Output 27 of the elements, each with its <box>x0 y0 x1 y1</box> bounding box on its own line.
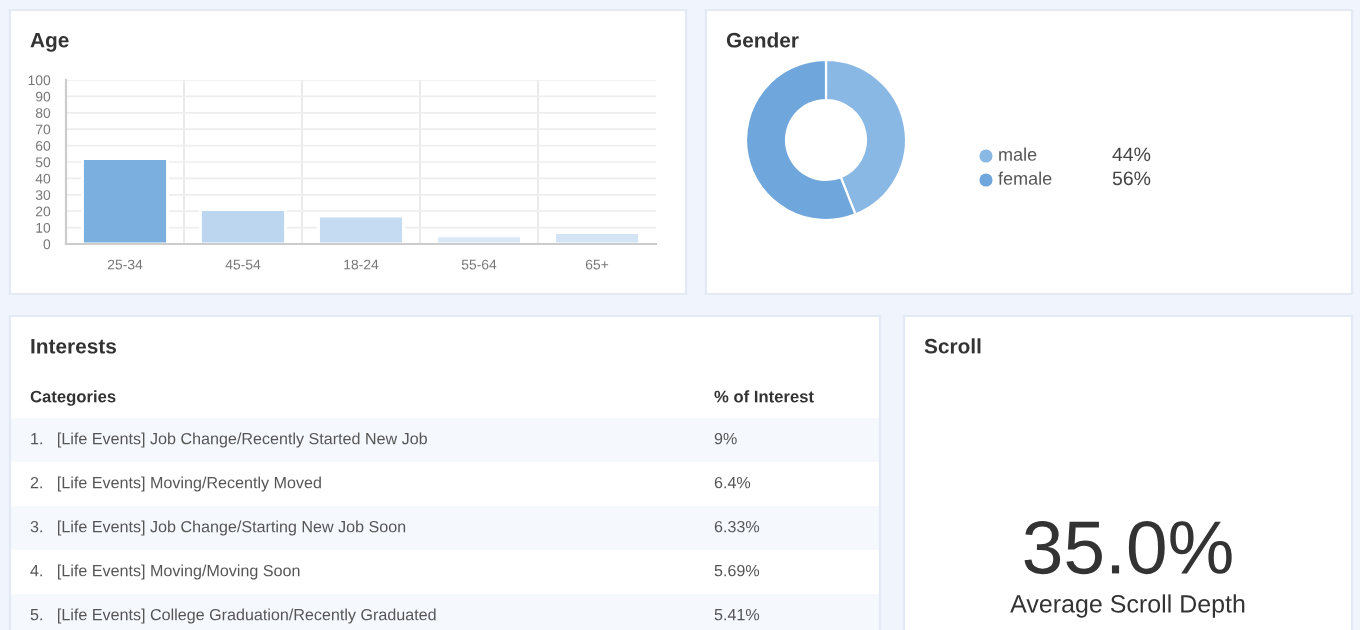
text: 6.4% <box>714 476 751 489</box>
category-label: 2. [Life Events] Moving/Recently Moved <box>30 476 321 492</box>
text: Scroll <box>924 338 981 354</box>
bar <box>199 208 287 244</box>
text: 5.41% <box>714 608 760 621</box>
text: Categories <box>30 390 116 406</box>
text: Interests <box>31 339 116 354</box>
bar <box>553 231 641 244</box>
text: 9% <box>714 432 737 445</box>
legend-label: female <box>998 171 1052 185</box>
legend-label: male <box>999 147 1037 161</box>
category-label: 5. [Life Events] College Graduation/Recently Graduated <box>30 608 436 624</box>
category-label: 1. [Life Events] Job Change/Recently Started New Job <box>31 432 427 448</box>
bar <box>435 234 523 244</box>
text: 5.69% <box>714 564 760 577</box>
bar <box>81 157 169 244</box>
text: % of Interest <box>714 390 814 403</box>
data-label: 44% <box>1112 147 1151 162</box>
category-label: 4. [Life Events] Moving/Moving Soon <box>30 564 300 580</box>
text: Average Scroll Depth <box>1010 594 1245 618</box>
data-label: 56% <box>1112 171 1151 186</box>
chart-title: Age <box>30 32 69 52</box>
category-label: 3. [Life Events] Job Change/Starting New Job Soon <box>30 520 406 536</box>
bar <box>317 214 405 244</box>
chart-title: Gender <box>726 32 799 48</box>
text: 35.0% <box>1024 521 1232 575</box>
text: 6.33% <box>714 520 760 533</box>
